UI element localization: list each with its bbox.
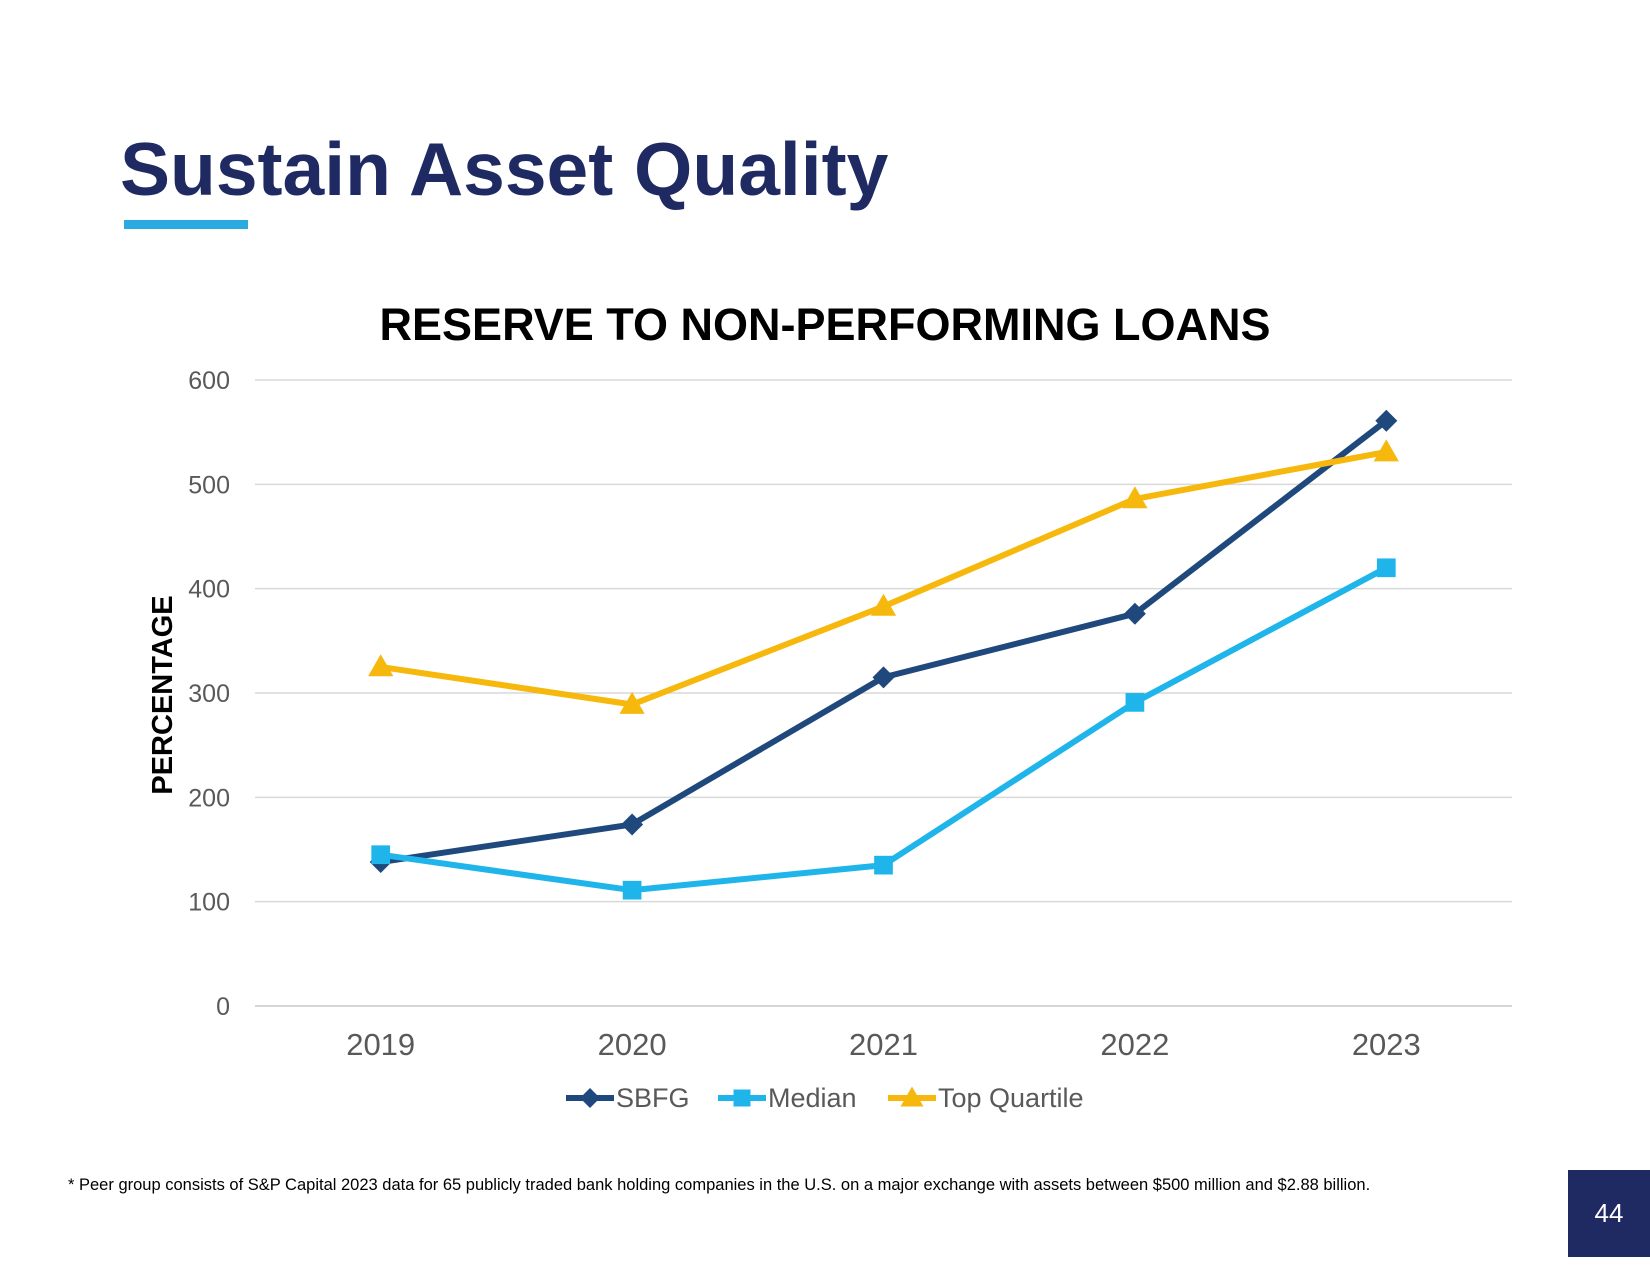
legend-label: Top Quartile — [938, 1083, 1084, 1113]
data-point-top-quartile — [368, 654, 394, 677]
slide-title: Sustain Asset Quality — [120, 127, 889, 211]
y-tick-label: 0 — [216, 993, 230, 1021]
x-tick-label: 2021 — [849, 1027, 918, 1062]
y-tick-label: 600 — [188, 367, 230, 395]
legend-item-top-quartile: Top Quartile — [888, 1083, 1084, 1113]
data-point-sbfg — [1375, 409, 1398, 432]
series-line-sbfg — [377, 417, 1390, 866]
y-tick-label: 100 — [188, 889, 230, 917]
x-tick-label: 2023 — [1352, 1027, 1421, 1062]
legend-label: SBFG — [616, 1083, 690, 1113]
data-point-median — [622, 880, 642, 900]
chart-title: RESERVE TO NON-PERFORMING LOANS — [380, 299, 1271, 350]
y-axis-label: PERCENTAGE — [147, 595, 179, 794]
data-point-top-quartile — [1373, 439, 1399, 462]
data-point-top-quartile — [619, 691, 645, 714]
data-point-sbfg — [872, 666, 895, 689]
series-sbfg — [369, 409, 1398, 874]
legend-item-median: Median — [718, 1083, 857, 1113]
title-underline — [124, 220, 248, 229]
data-point-median — [1376, 558, 1396, 578]
legend-marker — [900, 1086, 924, 1107]
legend-marker — [580, 1088, 600, 1108]
legend-label: Median — [768, 1083, 857, 1113]
page-number: 44 — [1568, 1170, 1650, 1257]
legend-marker — [733, 1089, 751, 1107]
data-point-top-quartile — [1122, 486, 1148, 509]
data-point-median — [874, 855, 893, 875]
series-top-quartile — [368, 439, 1399, 714]
data-point-sbfg — [1123, 602, 1146, 625]
y-tick-label: 500 — [188, 471, 230, 499]
footnote: * Peer group consists of S&P Capital 202… — [68, 1176, 1371, 1194]
y-tick-label: 400 — [188, 576, 230, 604]
data-point-median — [371, 845, 391, 865]
series-median — [371, 558, 1396, 900]
x-tick-label: 2020 — [598, 1027, 667, 1062]
data-point-sbfg — [621, 813, 644, 836]
data-point-median — [1125, 693, 1145, 712]
y-tick-label: 200 — [188, 784, 230, 812]
x-tick-label: 2019 — [346, 1027, 415, 1062]
x-tick-label: 2022 — [1100, 1027, 1169, 1062]
legend-item-sbfg: SBFG — [566, 1083, 690, 1113]
y-tick-label: 300 — [188, 680, 230, 708]
data-point-top-quartile — [870, 593, 897, 616]
